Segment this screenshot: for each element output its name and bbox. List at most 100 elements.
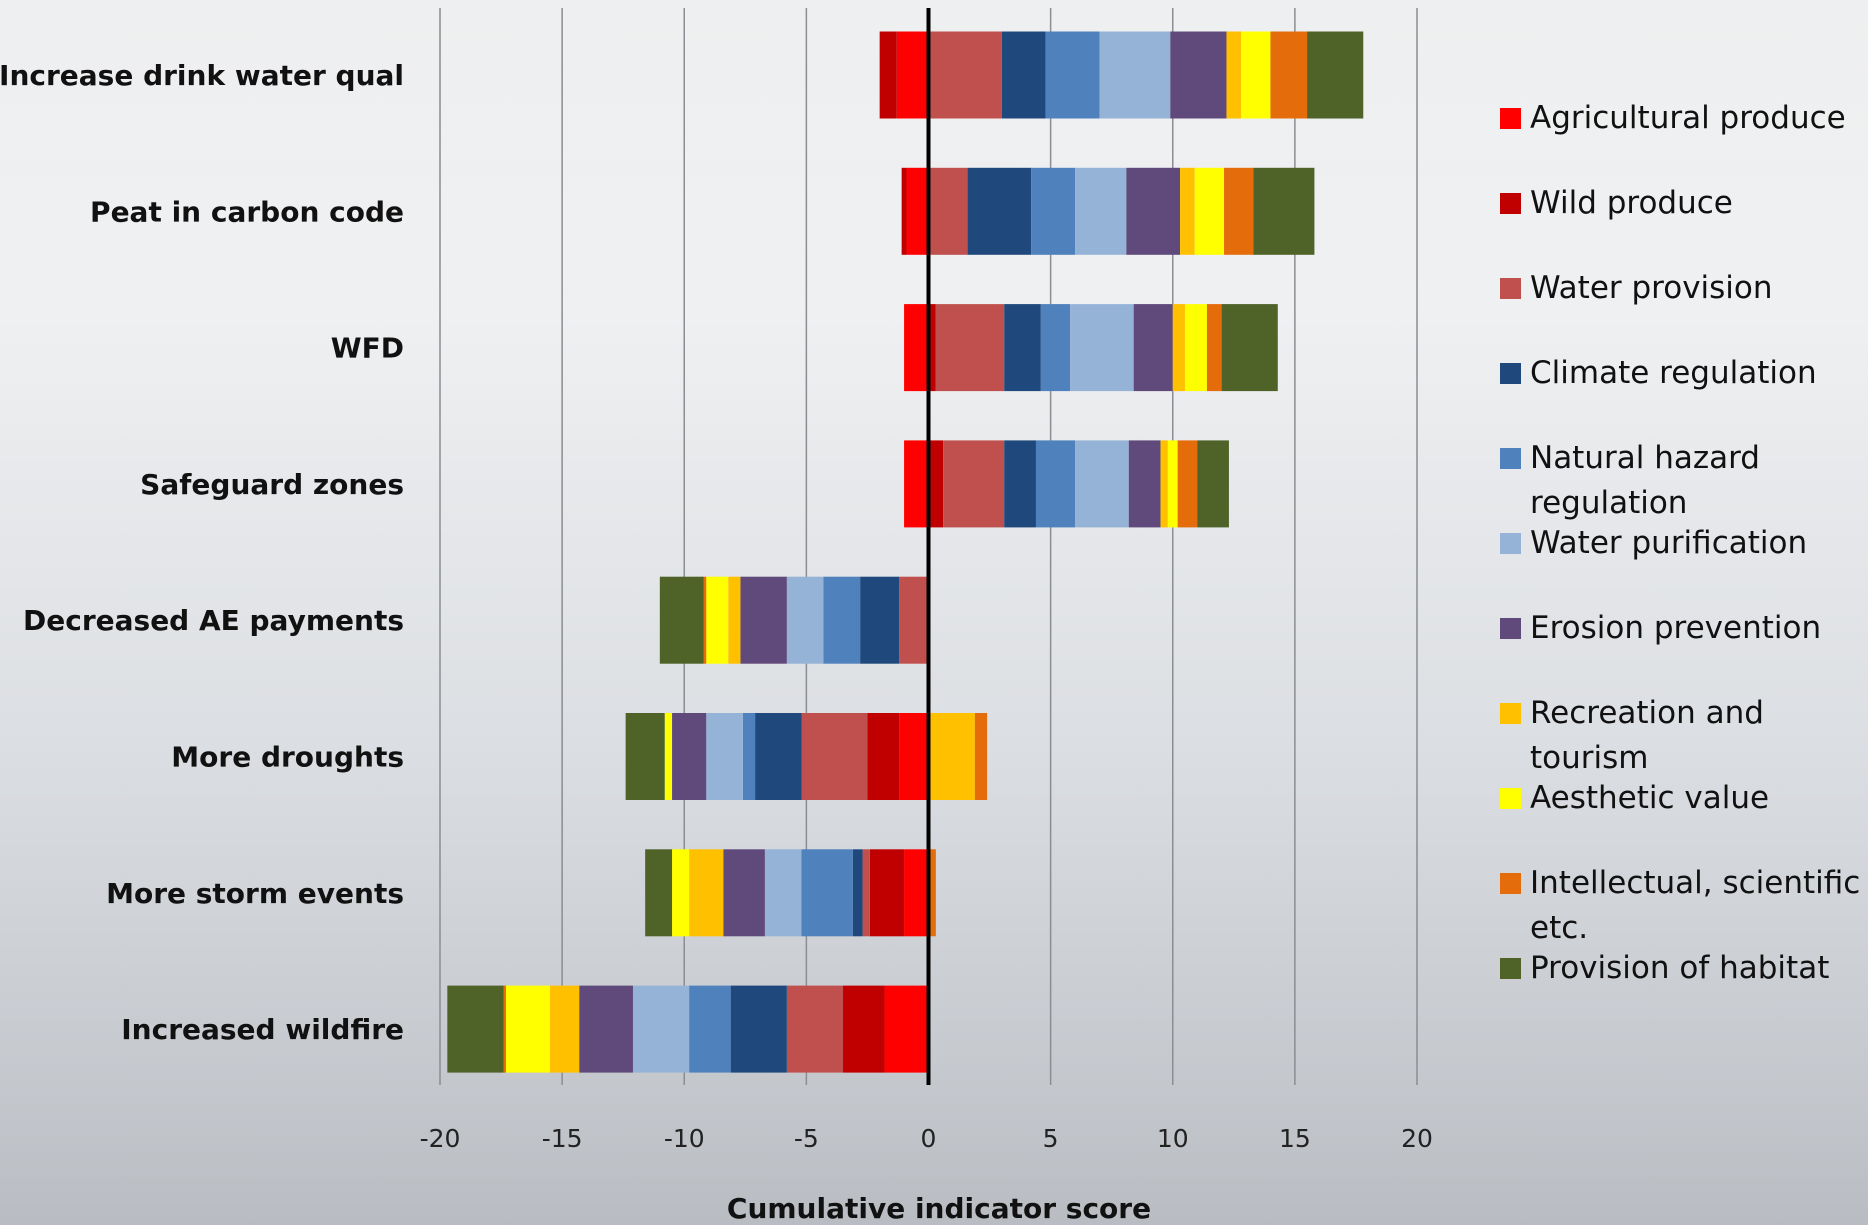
bar-safeguard-zones-wild-produce bbox=[928, 440, 944, 528]
legend-label: Aesthetic value bbox=[1530, 780, 1769, 816]
legend-label: Water purification bbox=[1530, 525, 1807, 561]
legend-label: Climate regulation bbox=[1530, 355, 1817, 391]
legend-swatch bbox=[1500, 533, 1521, 554]
legend-label: Recreation and tourism bbox=[1530, 695, 1764, 776]
legend-swatch bbox=[1500, 278, 1521, 299]
legend-item-climate-regulation: Climate regulation bbox=[1500, 355, 1817, 391]
bar-decreased-ae-payments-water-purification bbox=[786, 576, 824, 664]
category-label: Increased wildfire bbox=[121, 1013, 404, 1046]
bar-more-droughts-provision-of-habitat bbox=[625, 713, 665, 800]
legend-swatch bbox=[1500, 958, 1521, 979]
bar-safeguard-zones-aesthetic-value bbox=[1167, 440, 1178, 528]
bar-peat-in-carbon-code-water-purification bbox=[1075, 167, 1127, 255]
bar-peat-in-carbon-code-erosion-prevention bbox=[1126, 167, 1181, 255]
bar-increased-wildfire-climate-regulation bbox=[730, 985, 787, 1073]
legend-swatch bbox=[1500, 193, 1521, 214]
x-tick-label: -10 bbox=[664, 1124, 705, 1153]
bar-more-droughts-water-provision bbox=[801, 713, 868, 800]
bar-safeguard-zones-intellectual-scientific-etc bbox=[1177, 440, 1198, 528]
bar-increased-wildfire-erosion-prevention bbox=[579, 985, 633, 1073]
x-tick-label: -15 bbox=[542, 1124, 583, 1153]
bar-wfd-aesthetic-value bbox=[1184, 304, 1207, 392]
bar-decreased-ae-payments-water-provision bbox=[899, 576, 929, 664]
bar-increased-wildfire-recreation-and-tourism bbox=[549, 985, 580, 1073]
category-label: More storm events bbox=[106, 877, 404, 910]
bar-more-droughts-erosion-prevention bbox=[672, 713, 707, 800]
x-axis-title: Cumulative indicator score bbox=[727, 1192, 1151, 1225]
legend-item-water-purification: Water purification bbox=[1500, 525, 1807, 561]
bar-safeguard-zones-climate-regulation bbox=[1004, 440, 1036, 528]
bar-more-droughts-aesthetic-value bbox=[664, 713, 673, 800]
x-tick-label: -5 bbox=[794, 1124, 819, 1153]
legend-item-water-provision: Water provision bbox=[1500, 270, 1773, 306]
legend-item-intellectual-scientific-etc: Intellectual, scientific etc. bbox=[1500, 865, 1860, 946]
bar-peat-in-carbon-code-agricultural-produce bbox=[906, 167, 929, 255]
x-tick-label: 5 bbox=[1043, 1124, 1059, 1153]
bar-safeguard-zones-erosion-prevention bbox=[1128, 440, 1161, 528]
legend-swatch bbox=[1500, 873, 1521, 894]
bar-peat-in-carbon-code-climate-regulation bbox=[967, 167, 1032, 255]
bar-increase-drink-water-qual-intellectual-scientific-etc bbox=[1270, 31, 1308, 119]
bar-wfd-climate-regulation bbox=[1004, 304, 1041, 392]
legend-swatch bbox=[1500, 108, 1521, 129]
legend-label: Agricultural produce bbox=[1530, 100, 1846, 136]
category-label: Decreased AE payments bbox=[23, 604, 404, 637]
legend-swatch bbox=[1500, 703, 1521, 724]
legend-label: Water provision bbox=[1530, 270, 1773, 306]
bar-decreased-ae-payments-erosion-prevention bbox=[740, 576, 787, 664]
bar-more-storm-events-natural-hazard-regulation bbox=[801, 849, 853, 937]
x-tick-labels: -20 -15 -10 -5 0 5 10 15 20 bbox=[420, 1124, 1433, 1153]
category-label: Safeguard zones bbox=[140, 468, 404, 501]
bar-increase-drink-water-qual-climate-regulation bbox=[1001, 31, 1046, 119]
legend-swatch bbox=[1500, 788, 1521, 809]
legend-item-wild-produce: Wild produce bbox=[1500, 185, 1733, 221]
category-label: More droughts bbox=[171, 741, 404, 774]
bar-peat-in-carbon-code-aesthetic-value bbox=[1194, 167, 1225, 255]
bar-safeguard-zones-recreation-and-tourism bbox=[1160, 440, 1168, 528]
bar-more-storm-events-water-provision bbox=[862, 849, 870, 937]
bar-decreased-ae-payments-provision-of-habitat bbox=[659, 576, 704, 664]
bar-decreased-ae-payments-climate-regulation bbox=[860, 576, 900, 664]
legend-swatch bbox=[1500, 618, 1521, 639]
bar-increase-drink-water-qual-aesthetic-value bbox=[1241, 31, 1271, 119]
bar-safeguard-zones-natural-hazard-regulation bbox=[1035, 440, 1076, 528]
bar-wfd-wild-produce bbox=[928, 304, 936, 392]
bars bbox=[447, 31, 1364, 1073]
category-label: Increase drink water qual bbox=[0, 59, 404, 92]
bar-increase-drink-water-qual-natural-hazard-regulation bbox=[1045, 31, 1100, 119]
bar-more-storm-events-recreation-and-tourism bbox=[689, 849, 724, 937]
legend-item-provision-of-habitat: Provision of habitat bbox=[1500, 950, 1829, 986]
category-labels: Increase drink water qual Peat in carbon … bbox=[0, 59, 404, 1046]
x-tick-label: 15 bbox=[1279, 1124, 1311, 1153]
bar-increase-drink-water-qual-wild-produce bbox=[879, 31, 897, 119]
x-tick-label: 20 bbox=[1401, 1124, 1433, 1153]
bar-more-droughts-climate-regulation bbox=[755, 713, 802, 800]
bar-increase-drink-water-qual-agricultural-produce bbox=[896, 31, 929, 119]
bar-more-droughts-wild-produce bbox=[867, 713, 900, 800]
bar-more-droughts-intellectual-scientific-etc bbox=[974, 713, 988, 800]
bar-decreased-ae-payments-natural-hazard-regulation bbox=[823, 576, 861, 664]
bar-safeguard-zones-agricultural-produce bbox=[904, 440, 929, 528]
legend-swatch bbox=[1500, 448, 1521, 469]
bar-more-storm-events-climate-regulation bbox=[852, 849, 863, 937]
bar-wfd-water-purification bbox=[1070, 304, 1134, 392]
bar-wfd-provision-of-habitat bbox=[1221, 304, 1278, 392]
bar-peat-in-carbon-code-water-provision bbox=[928, 167, 968, 255]
bar-more-storm-events-water-purification bbox=[764, 849, 802, 937]
bar-increase-drink-water-qual-recreation-and-tourism bbox=[1226, 31, 1242, 119]
bar-safeguard-zones-water-provision bbox=[943, 440, 1005, 528]
bar-safeguard-zones-water-purification bbox=[1075, 440, 1129, 528]
bar-more-storm-events-aesthetic-value bbox=[672, 849, 690, 937]
bar-peat-in-carbon-code-natural-hazard-regulation bbox=[1031, 167, 1076, 255]
category-label: WFD bbox=[331, 332, 404, 365]
bar-increased-wildfire-aesthetic-value bbox=[505, 985, 550, 1073]
bar-more-droughts-recreation-and-tourism bbox=[928, 713, 975, 800]
bar-wfd-intellectual-scientific-etc bbox=[1206, 304, 1222, 392]
bar-increase-drink-water-qual-provision-of-habitat bbox=[1307, 31, 1364, 119]
bar-wfd-erosion-prevention bbox=[1133, 304, 1173, 392]
bar-wfd-agricultural-produce bbox=[904, 304, 929, 392]
bar-safeguard-zones-provision-of-habitat bbox=[1197, 440, 1229, 528]
bar-increased-wildfire-intellectual-scientific-etc bbox=[503, 985, 506, 1073]
bar-increase-drink-water-qual-water-purification bbox=[1099, 31, 1171, 119]
